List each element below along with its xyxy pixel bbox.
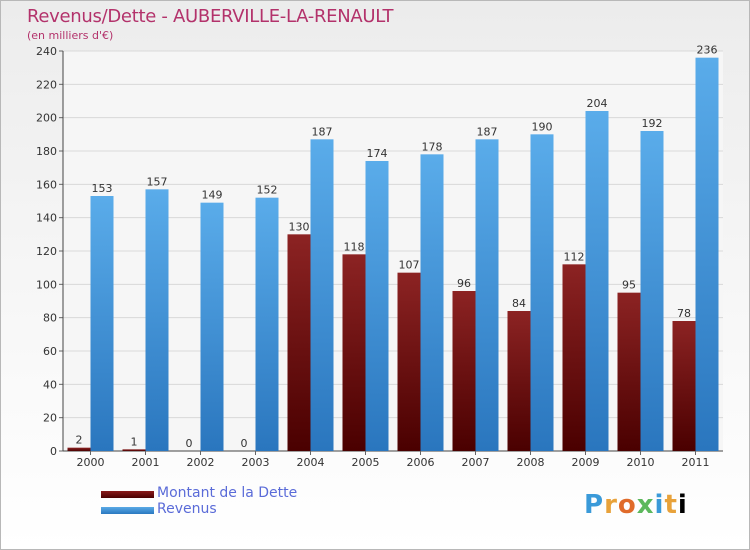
- data-label-revenus-2004: 187: [312, 125, 333, 138]
- bar-dette-2005: [342, 254, 366, 451]
- bar-dette-2000: [67, 447, 91, 451]
- y-tick-label-160: 160: [36, 178, 57, 191]
- y-tick-label-80: 80: [43, 312, 57, 325]
- data-label-revenus-2007: 187: [477, 125, 498, 138]
- data-label-dette-2000: 2: [76, 434, 83, 447]
- data-label-dette-2005: 118: [344, 240, 365, 253]
- data-label-dette-2003: 0: [241, 437, 248, 450]
- data-label-dette-2008: 84: [512, 297, 526, 310]
- legend-swatch-revenus: [101, 507, 154, 514]
- bar-revenus-2008: [530, 134, 554, 452]
- proxiti-logo: Proxiti: [584, 490, 688, 520]
- legend-swatch-dette: [101, 491, 154, 498]
- bar-revenus-2002: [200, 202, 224, 451]
- y-tick-label-100: 100: [36, 278, 57, 291]
- data-label-dette-2001: 1: [131, 435, 138, 448]
- data-label-revenus-2009: 204: [587, 97, 608, 110]
- x-tick-label-2004: 2004: [297, 456, 325, 469]
- bar-revenus-2003: [255, 197, 279, 451]
- y-tick-label-40: 40: [43, 378, 57, 391]
- bar-revenus-2005: [365, 161, 389, 451]
- y-tick-label-180: 180: [36, 145, 57, 158]
- x-tick-label-2006: 2006: [407, 456, 435, 469]
- data-label-revenus-2010: 192: [642, 117, 663, 130]
- data-label-revenus-2002: 149: [202, 189, 223, 202]
- x-tick-label-2001: 2001: [132, 456, 160, 469]
- bar-dette-2009: [562, 264, 586, 451]
- data-label-dette-2002: 0: [186, 437, 193, 450]
- data-label-revenus-2011: 236: [697, 44, 718, 57]
- bar-revenus-2004: [310, 139, 334, 452]
- bar-revenus-2009: [585, 111, 609, 451]
- bar-revenus-2001: [145, 189, 169, 452]
- bar-dette-2004: [287, 234, 311, 451]
- data-label-revenus-2006: 178: [422, 140, 443, 153]
- y-tick-label-0: 0: [50, 445, 57, 458]
- bar-dette-2007: [452, 291, 476, 451]
- x-tick-label-2010: 2010: [627, 456, 655, 469]
- chart-subtitle: (en milliers d'€): [27, 29, 114, 42]
- data-label-revenus-2003: 152: [257, 184, 278, 197]
- bar-dette-2010: [617, 292, 641, 451]
- data-label-revenus-2001: 157: [147, 175, 168, 188]
- bar-dette-2001: [122, 449, 146, 451]
- x-tick-label-2007: 2007: [462, 456, 490, 469]
- x-tick-label-2002: 2002: [187, 456, 215, 469]
- bar-revenus-2006: [420, 154, 444, 452]
- data-label-revenus-2008: 190: [532, 120, 553, 133]
- data-label-dette-2011: 78: [677, 307, 691, 320]
- data-label-dette-2009: 112: [564, 250, 585, 263]
- bar-dette-2011: [672, 321, 696, 451]
- legend-label-revenus: Revenus: [157, 501, 217, 517]
- bar-revenus-2007: [475, 139, 499, 452]
- data-label-dette-2006: 107: [399, 259, 420, 272]
- data-label-dette-2010: 95: [622, 279, 636, 292]
- bar-revenus-2011: [695, 57, 719, 452]
- x-tick-label-2003: 2003: [242, 456, 270, 469]
- data-label-revenus-2005: 174: [367, 147, 388, 160]
- data-label-dette-2007: 96: [457, 277, 471, 290]
- y-tick-label-220: 220: [36, 78, 57, 91]
- x-tick-label-2011: 2011: [682, 456, 710, 469]
- bar-dette-2006: [397, 272, 421, 451]
- y-tick-label-20: 20: [43, 412, 57, 425]
- legend-label-dette: Montant de la Dette: [157, 485, 298, 501]
- y-tick-label-200: 200: [36, 112, 57, 125]
- y-tick-label-120: 120: [36, 245, 57, 258]
- bar-revenus-2010: [640, 131, 664, 451]
- x-tick-label-2000: 2000: [77, 456, 105, 469]
- chart-title: Revenus/Dette - AUBERVILLE-LA-RENAULT: [27, 6, 394, 27]
- y-tick-label-240: 240: [36, 45, 57, 58]
- x-tick-label-2008: 2008: [517, 456, 545, 469]
- y-tick-label-140: 140: [36, 212, 57, 225]
- x-tick-label-2005: 2005: [352, 456, 380, 469]
- data-label-dette-2004: 130: [289, 220, 310, 233]
- bar-revenus-2000: [90, 196, 114, 451]
- bar-dette-2008: [507, 311, 531, 451]
- data-label-revenus-2000: 153: [92, 182, 113, 195]
- x-tick-label-2009: 2009: [572, 456, 600, 469]
- y-tick-label-60: 60: [43, 345, 57, 358]
